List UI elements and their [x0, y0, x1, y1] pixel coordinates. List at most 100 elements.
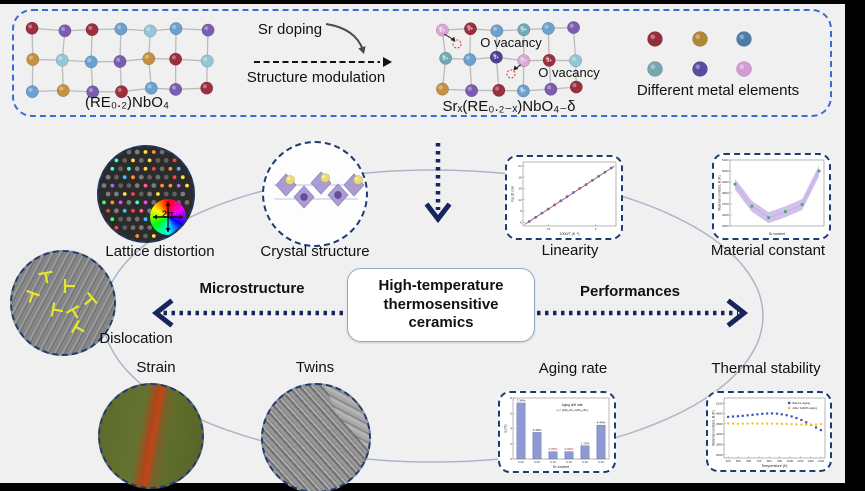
- twins-image: [261, 383, 371, 491]
- left-formula: (RE₀.₂)NbO₄: [84, 94, 169, 111]
- aging-rate-chart: 0 2 4 6 8 0.00 0.05 0.10 0.15 0.20 0.25 Sr content q…: [502, 395, 612, 469]
- svg-text:4800: 4800: [722, 191, 729, 195]
- central-title-line1: High-temperature: [378, 276, 504, 294]
- svg-text:9: 9: [520, 209, 522, 213]
- lattice-distortion-label: Lattice distortion: [105, 243, 215, 260]
- two-pi-label: 2π: [162, 209, 174, 219]
- lattice-distortion-image: 2π: [97, 145, 195, 243]
- performances-branch-label: Performances: [579, 283, 681, 300]
- central-title-line3: ceramics: [408, 314, 474, 332]
- svg-text:5100: 5100: [722, 158, 729, 162]
- dislocation-label: Dislocation: [99, 330, 173, 347]
- svg-text:0.96%: 0.96%: [565, 447, 574, 451]
- figure-background: 2+ 3+ 3+ 3+ 3+ 2+ 3+ 3+ Sr doping Structure mod…: [0, 4, 845, 491]
- svg-text:4900: 4900: [722, 180, 729, 184]
- frame-top-bar: [0, 0, 865, 4]
- svg-text:600: 600: [746, 459, 751, 463]
- svg-text:3+: 3+: [521, 28, 527, 34]
- microstructure-branch-label: Microstructure: [199, 280, 305, 297]
- svg-text:0.20: 0.20: [582, 460, 588, 464]
- svg-text:2+: 2+: [440, 28, 446, 34]
- svg-text:3900: 3900: [716, 442, 723, 446]
- doping-scheme-banner: 2+ 3+ 3+ 3+ 3+ 2+ 3+ 3+ Sr doping Structure mod…: [12, 9, 832, 117]
- aging-rate-panel: 0 2 4 6 8 0.00 0.05 0.10 0.15 0.20 0.25 Sr content q…: [498, 391, 616, 473]
- dislocation-symbols-graphic: [26, 270, 98, 334]
- svg-text:4600: 4600: [722, 213, 729, 217]
- twins-wedge-region: [324, 385, 369, 451]
- svg-text:Temperature (K): Temperature (K): [762, 464, 788, 468]
- structure-modulation-label: Structure modulation: [246, 69, 386, 86]
- material-constant-plot: 4500 4600 4700 4800 4900 5000 5100 Sr content Ma…: [718, 158, 825, 236]
- svg-text:Before aging: Before aging: [793, 401, 811, 405]
- linearity-panel: 6 9 12 15 18 21 1.5 3 1000/T (K⁻¹) lnρ (Ω cm): [505, 155, 623, 240]
- right-formula: Srₓ(RE₀.₂₋ₓ)NbO₄₋δ: [442, 98, 576, 115]
- linearity-plot: 6 9 12 15 18 21 1.5 3 1000/T (K⁻¹) lnρ (Ω cm): [511, 161, 617, 236]
- svg-text:0.00: 0.00: [518, 460, 524, 464]
- svg-text:Sr content: Sr content: [553, 465, 569, 469]
- svg-text:1000: 1000: [787, 459, 794, 463]
- svg-text:1200: 1200: [807, 459, 814, 463]
- svg-text:3.49%: 3.49%: [533, 428, 542, 432]
- svg-text:Aging drift rate:: Aging drift rate:: [562, 403, 584, 407]
- svg-text:3+: 3+: [521, 89, 527, 95]
- svg-text:4500: 4500: [716, 422, 723, 426]
- svg-text:400: 400: [726, 459, 731, 463]
- dislocation-image: [10, 250, 116, 356]
- svg-text:7.34%: 7.34%: [517, 398, 526, 402]
- svg-text:3+: 3+: [443, 56, 449, 62]
- svg-text:4.44%: 4.44%: [597, 421, 606, 425]
- svg-text:6: 6: [520, 220, 522, 224]
- svg-text:800: 800: [767, 459, 772, 463]
- frame-right-bar: [845, 0, 865, 491]
- svg-text:4200: 4200: [716, 432, 723, 436]
- svg-text:3: 3: [595, 227, 597, 231]
- svg-text:4800: 4800: [716, 412, 723, 416]
- svg-text:12: 12: [518, 198, 522, 202]
- linearity-chart: 6 9 12 15 18 21 1.5 3 1000/T (K⁻¹) lnρ (Ω cm): [509, 159, 619, 236]
- central-title-line2: thermosensitive: [383, 295, 499, 313]
- thermal-stability-plot: 3600 3900 4200 4500 4800 5100 400 500 600 700 800 9…: [712, 397, 826, 468]
- svg-text:2: 2: [510, 442, 512, 446]
- svg-text:After 1000h aging: After 1000h aging: [793, 406, 818, 410]
- color-wheel-axes-icon: [153, 202, 183, 232]
- svg-text:1100: 1100: [797, 459, 804, 463]
- svg-text:0.10: 0.10: [550, 460, 556, 464]
- svg-text:q = (ΔR₂₅/R₀)-(ΔR₂₅/R₀): q = (ΔR₂₅/R₀)-(ΔR₂₅/R₀): [557, 408, 589, 412]
- svg-text:8: 8: [510, 396, 512, 400]
- thermal-stability-chart: 3600 3900 4200 4500 4800 5100 400 500 600 700 800 9…: [710, 395, 828, 468]
- svg-text:0.25: 0.25: [598, 460, 604, 464]
- svg-text:0.15: 0.15: [566, 460, 572, 464]
- svg-text:3+: 3+: [546, 58, 552, 64]
- svg-text:Material constant, B (K): Material constant, B (K): [718, 175, 722, 210]
- central-topic-box: High-temperature thermosensitive ceramic…: [347, 268, 535, 342]
- svg-text:0.05: 0.05: [534, 460, 540, 464]
- svg-text:3+: 3+: [468, 27, 474, 33]
- svg-text:18: 18: [518, 175, 522, 179]
- svg-text:2+: 2+: [521, 58, 527, 64]
- svg-text:0.95%: 0.95%: [549, 447, 558, 451]
- svg-text:0: 0: [510, 457, 512, 461]
- material-constant-panel: 4500 4600 4700 4800 4900 5000 5100 Sr content Ma…: [712, 153, 831, 240]
- svg-text:3600: 3600: [716, 453, 723, 457]
- svg-text:1000/T (K⁻¹): 1000/T (K⁻¹): [559, 232, 579, 236]
- material-constant-label: Material constant: [710, 242, 826, 259]
- svg-text:21: 21: [518, 164, 522, 168]
- color-wheel-inset: 2π: [150, 199, 186, 235]
- linearity-label: Linearity: [541, 242, 599, 259]
- strain-label: Strain: [136, 359, 176, 376]
- thermal-stability-panel: 3600 3900 4200 4500 4800 5100 400 500 600 700 800 9…: [706, 391, 832, 472]
- svg-text:15: 15: [518, 187, 522, 191]
- svg-text:4700: 4700: [722, 202, 729, 206]
- o-vacancy-label-2: O vacancy: [538, 65, 600, 80]
- svg-text:4: 4: [510, 427, 512, 431]
- svg-text:900: 900: [777, 459, 782, 463]
- svg-text:lnρ (Ω cm): lnρ (Ω cm): [511, 186, 515, 202]
- svg-text:700: 700: [757, 459, 762, 463]
- svg-text:500: 500: [736, 459, 741, 463]
- aging-rate-plot: 0 2 4 6 8 0.00 0.05 0.10 0.15 0.20 0.25 Sr content q…: [504, 396, 610, 469]
- sr-doping-label: Sr doping: [257, 21, 323, 38]
- svg-text:5100: 5100: [716, 401, 723, 405]
- twins-label: Twins: [295, 359, 335, 376]
- crystal-structure-label: Crystal structure: [260, 243, 370, 260]
